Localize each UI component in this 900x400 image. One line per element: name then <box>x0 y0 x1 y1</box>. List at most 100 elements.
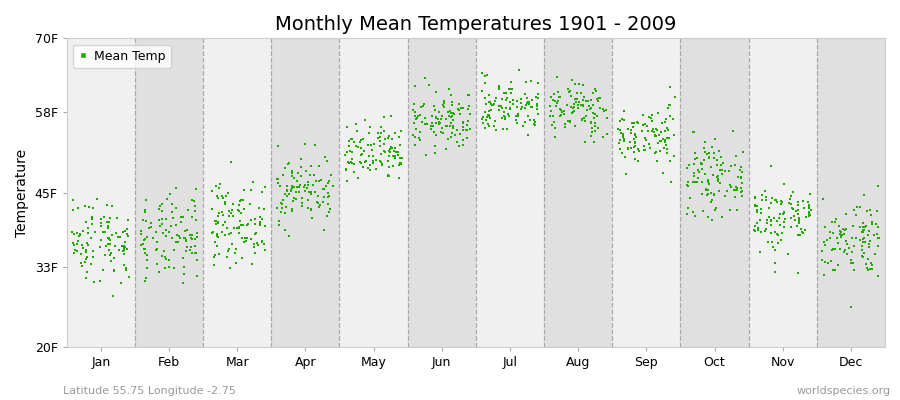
Point <box>138 209 152 216</box>
Point <box>546 119 561 126</box>
Point <box>801 204 815 210</box>
Point <box>437 98 452 104</box>
Point <box>418 74 433 81</box>
Point <box>106 293 121 299</box>
Point <box>837 249 851 256</box>
Point <box>362 152 376 159</box>
Point <box>527 122 542 128</box>
Point <box>176 235 191 242</box>
Point <box>369 166 383 172</box>
Point <box>302 189 317 195</box>
Point <box>708 207 723 213</box>
Point <box>381 172 395 178</box>
Point <box>840 240 854 247</box>
Point <box>392 162 407 168</box>
Point <box>238 238 253 244</box>
Point <box>802 213 816 220</box>
Point <box>346 160 360 166</box>
Point <box>326 183 340 190</box>
Point <box>220 253 234 260</box>
Point <box>495 95 509 102</box>
Point <box>860 265 875 272</box>
Point <box>856 236 870 242</box>
Point <box>562 118 577 125</box>
Point <box>155 216 169 222</box>
Point <box>237 206 251 212</box>
Point <box>434 129 448 135</box>
Point <box>292 184 306 190</box>
Point <box>342 147 356 154</box>
Point <box>190 256 204 263</box>
Point <box>432 121 446 128</box>
Point <box>590 125 605 132</box>
Point <box>828 267 842 274</box>
Point <box>531 95 545 102</box>
Point <box>615 115 629 122</box>
Point <box>834 229 849 235</box>
Point <box>495 115 509 121</box>
Point <box>620 145 634 151</box>
Point <box>346 139 361 145</box>
Point <box>187 236 202 243</box>
Point <box>295 203 310 209</box>
Point <box>308 142 322 148</box>
Point <box>711 178 725 184</box>
Point <box>412 135 427 142</box>
Point <box>579 113 593 119</box>
Point <box>253 220 267 226</box>
Point <box>103 237 117 244</box>
Point <box>551 89 565 95</box>
Point <box>176 214 191 220</box>
Point <box>432 119 446 125</box>
Point <box>572 80 586 87</box>
Point <box>784 224 798 230</box>
Point <box>221 246 236 252</box>
Point <box>394 160 409 167</box>
Point <box>521 112 535 119</box>
Point <box>776 210 790 217</box>
Point <box>345 136 359 142</box>
Point <box>649 149 663 155</box>
Point <box>206 228 220 235</box>
Point <box>521 131 535 138</box>
Point <box>447 111 462 117</box>
Point <box>236 196 250 203</box>
Point <box>521 101 535 107</box>
Point <box>85 216 99 223</box>
Point <box>715 214 729 220</box>
Point <box>567 80 581 87</box>
Point <box>285 169 300 175</box>
Point <box>612 146 626 152</box>
Point <box>155 253 169 260</box>
Point <box>248 216 263 222</box>
Point <box>705 197 719 203</box>
Point <box>374 124 388 130</box>
Point <box>211 234 225 240</box>
Point <box>311 193 326 199</box>
Point <box>626 120 641 126</box>
Point <box>418 152 433 158</box>
Point <box>717 193 732 199</box>
Point <box>414 104 428 110</box>
Point <box>71 238 86 244</box>
Point <box>301 179 315 185</box>
Point <box>582 103 597 109</box>
Point <box>439 122 454 129</box>
Point <box>661 126 675 133</box>
Point <box>514 100 528 106</box>
Point <box>654 119 669 126</box>
Point <box>509 120 524 127</box>
Point <box>598 107 612 114</box>
Point <box>211 243 225 250</box>
Point <box>375 161 390 168</box>
Point <box>301 182 315 188</box>
Point <box>139 218 153 224</box>
Point <box>748 223 762 230</box>
Point <box>616 117 631 123</box>
Point <box>550 74 564 80</box>
Point <box>712 188 726 194</box>
Point <box>89 196 104 202</box>
Point <box>371 135 385 141</box>
Point <box>575 102 590 108</box>
Point <box>521 98 535 105</box>
